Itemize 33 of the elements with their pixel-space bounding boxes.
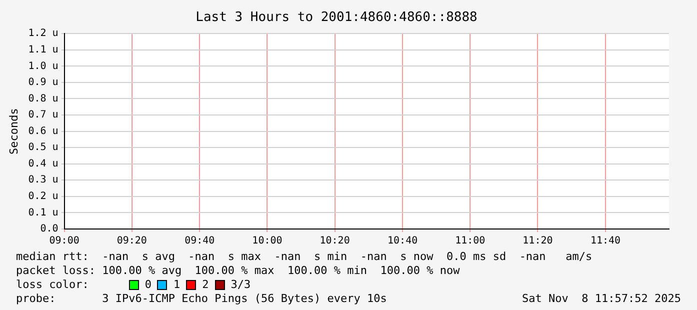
x-tick-label: 10:20 — [320, 236, 350, 247]
x-tick-label: 10:00 — [252, 236, 282, 247]
text: probe: 3 IPv6-ICMP Echo Pings (56 Bytes) every 10s — [16, 292, 387, 306]
y-tick-label: 0.7 u — [28, 110, 58, 121]
y-tick-label: 0.9 u — [28, 77, 58, 88]
y-tick-label: 0.8 u — [28, 93, 58, 104]
text: 0 — [144, 278, 152, 292]
x-tick-label: 09:40 — [184, 236, 215, 247]
x-tick-label: 10:40 — [388, 236, 418, 247]
chart-title: Last 3 Hours to 2001:4860:4860::8888 — [196, 10, 478, 26]
y-tick-label: 0.1 u — [28, 207, 58, 218]
y-axis-title: Seconds — [7, 108, 20, 154]
text: packet loss: 100.00 % avg 100.00 % max 100.00 % min 100.00 % now — [16, 264, 461, 278]
y-tick-label: 1.1 u — [28, 44, 58, 56]
y-tick-label: 1.2 u — [28, 28, 58, 40]
x-tick-label: 11:40 — [590, 236, 621, 247]
text: median rtt: -nan s avg -nan s max -nan s min -nan s now 0.0 ms sd -nan am/s — [16, 250, 594, 264]
text: loss color: — [16, 278, 89, 292]
y-tick-label: 0.0 — [40, 224, 58, 235]
text: Sat Nov 8 11:57:52 2025 — [522, 292, 681, 306]
x-tick-label: 09:20 — [116, 236, 147, 247]
text: 2 — [202, 278, 209, 292]
y-tick-label: 0.6 u — [28, 126, 58, 137]
y-tick-label: 0.4 u — [28, 158, 58, 170]
y-tick-label: 1.0 u — [28, 60, 58, 72]
y-tick-label: 0.2 u — [28, 191, 58, 202]
y-tick-label: 0.3 u — [28, 174, 58, 186]
text: 1 — [173, 278, 180, 292]
y-tick-label: 0.5 u — [28, 142, 58, 154]
x-tick-label: 11:20 — [522, 236, 553, 247]
x-tick-label: 11:00 — [455, 236, 486, 247]
x-tick-label: 09:00 — [49, 236, 80, 247]
text: 3/3 — [230, 278, 251, 292]
